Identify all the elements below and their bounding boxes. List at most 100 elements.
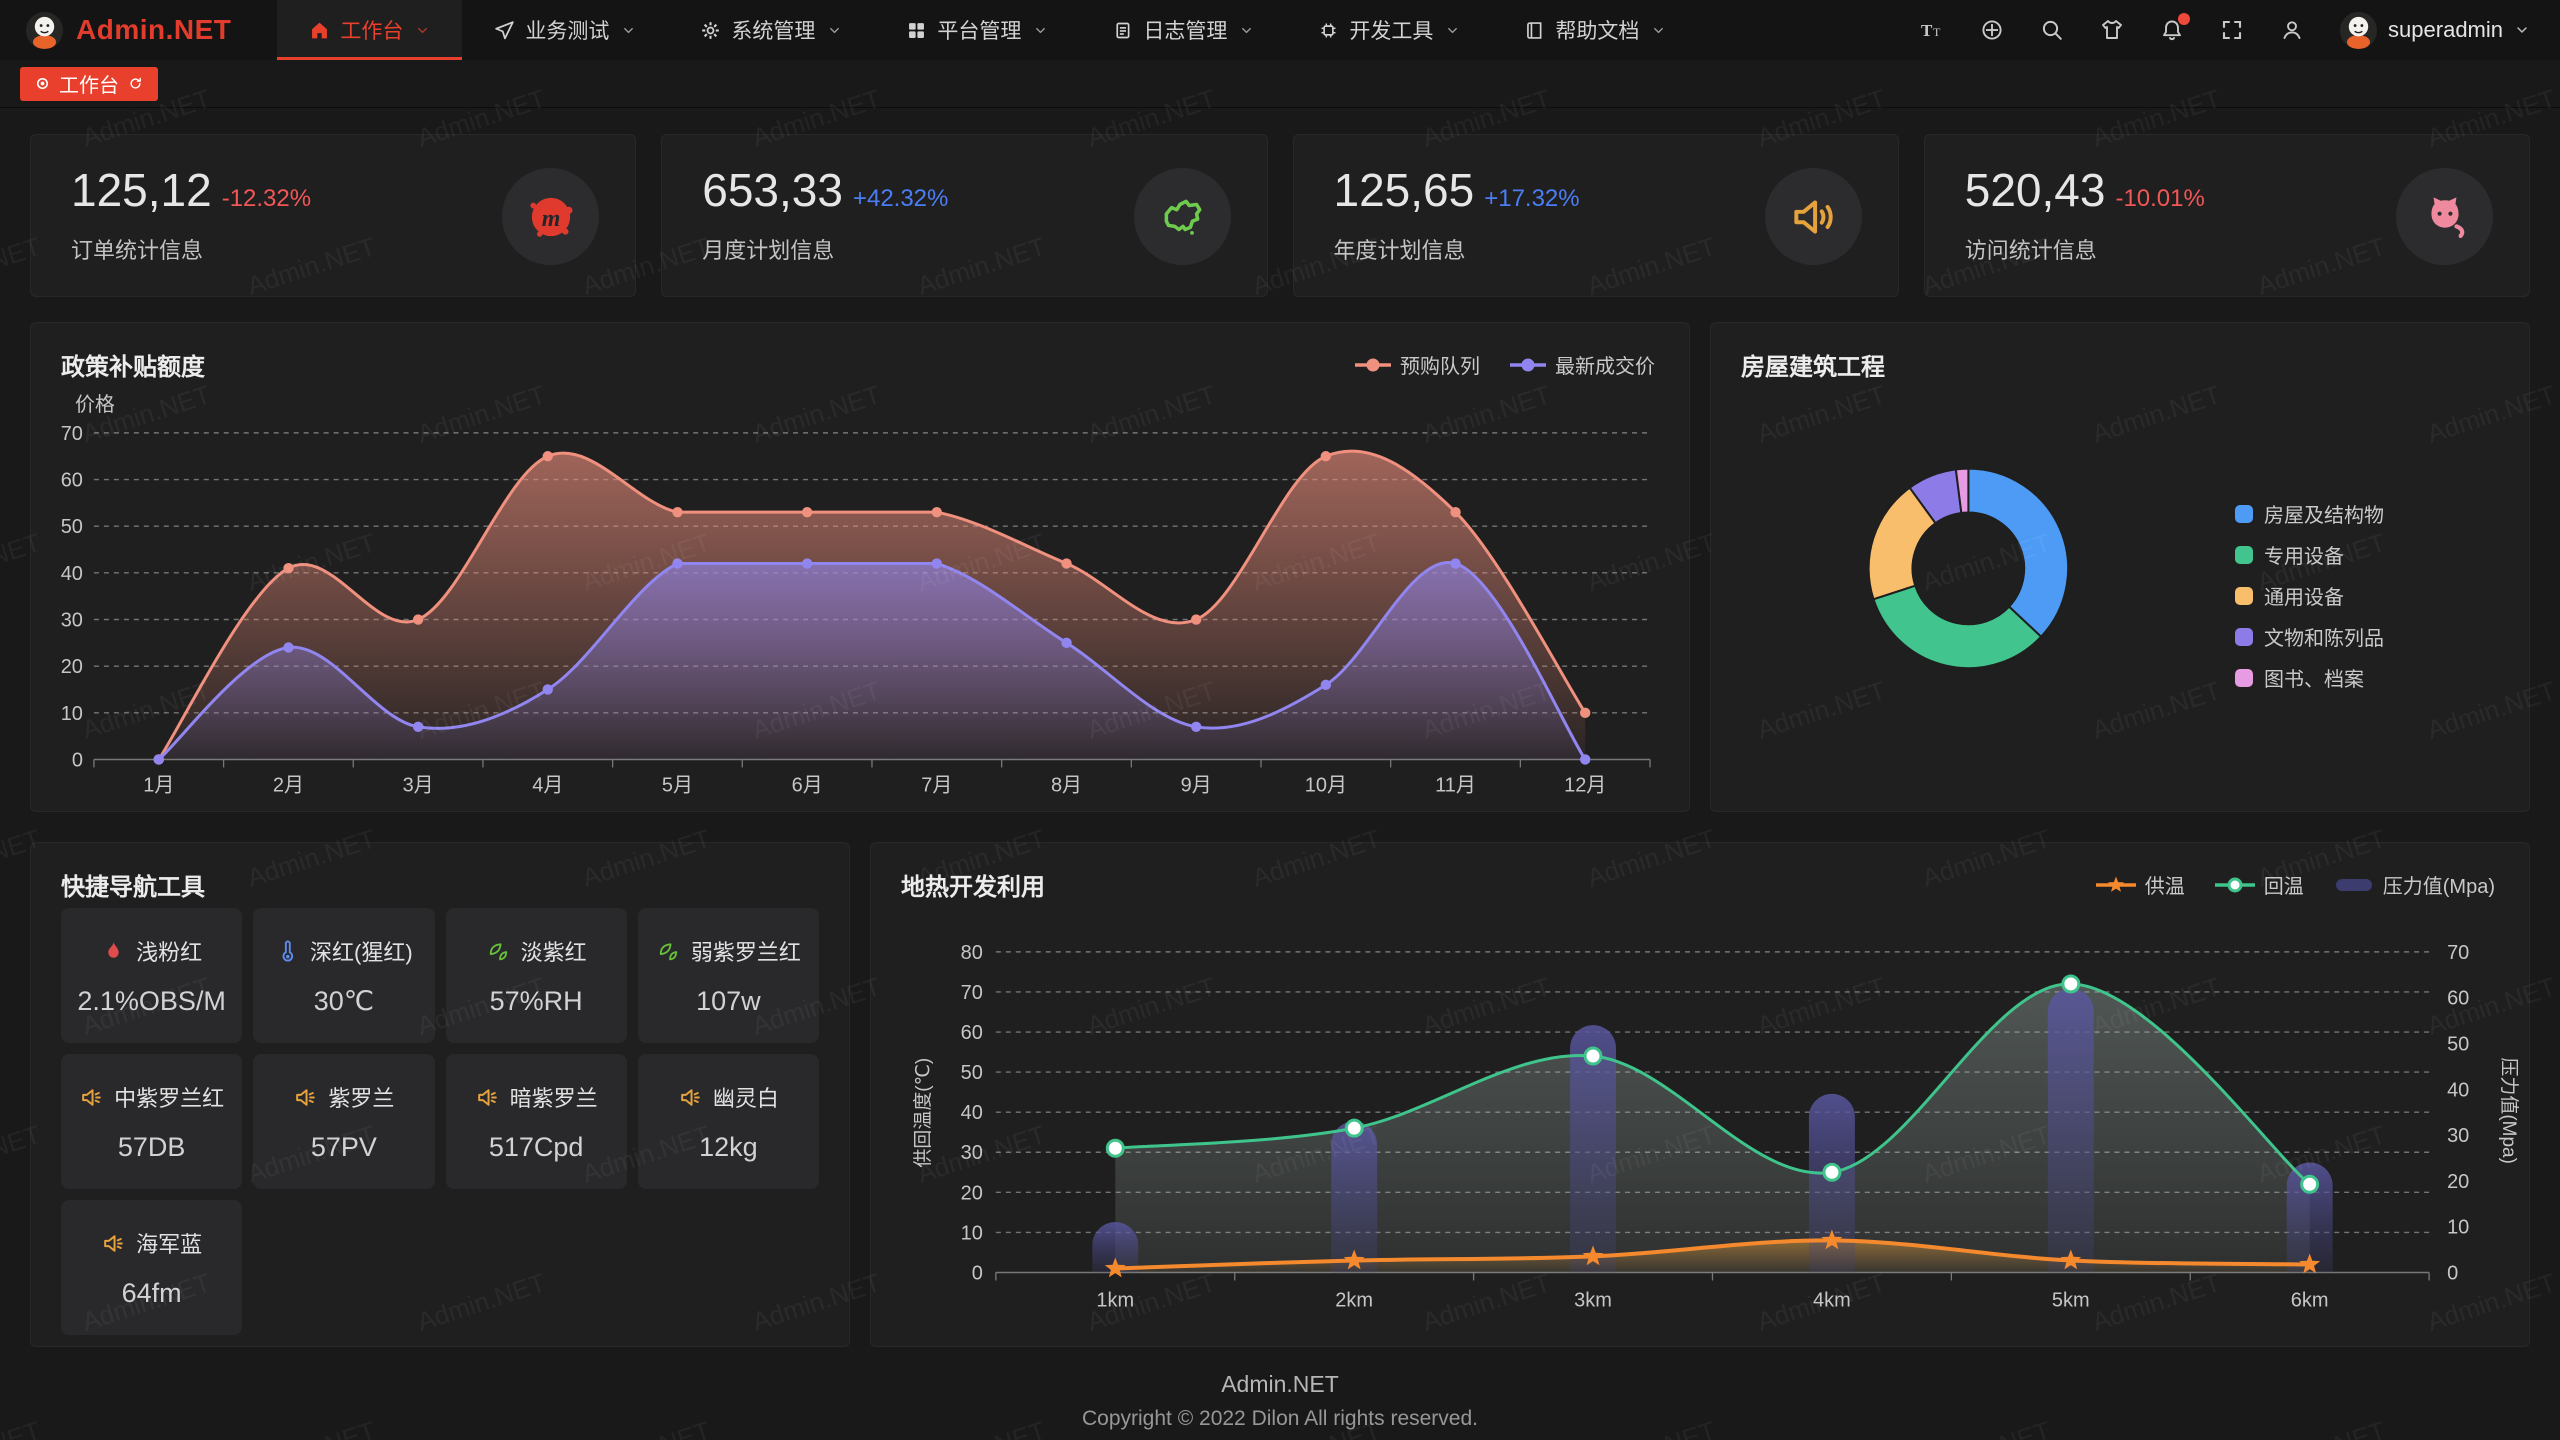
- legend-item-文物和陈列品[interactable]: 文物和陈列品: [2235, 622, 2384, 651]
- logo-avatar-icon: [26, 11, 63, 49]
- home-icon: [312, 22, 328, 38]
- legend-label: 预购队列: [1400, 356, 1480, 378]
- chevron-down-icon: [1242, 27, 1252, 33]
- subsidy-chart-card: 政策补贴额度 预购队列 最新成交价 0 10 20 30 40 50 60 70 1月 2月 3月 4月…: [30, 322, 1690, 812]
- chevron-down-icon: [624, 27, 634, 33]
- quick-nav-item-name: 浅粉红: [136, 939, 203, 965]
- svg-text:0: 0: [2447, 1262, 2458, 1284]
- svg-text:9月: 9月: [1181, 774, 1212, 796]
- language-icon: [1982, 20, 2002, 40]
- stat-cards-row: 125,12 -12.32% 订单统计信息 m 653,33 +42.32% 月度计划信息 1…: [30, 134, 2530, 297]
- quick-nav-item-value: 30℃: [313, 985, 375, 1016]
- stat-delta: +42.32%: [852, 185, 949, 212]
- nav-item-label: 日志管理: [1143, 20, 1228, 43]
- legend-item-专用设备[interactable]: 专用设备: [2235, 540, 2384, 569]
- legend-swatch-icon: [2235, 504, 2253, 523]
- fullscreen-icon: [2222, 20, 2242, 40]
- subsidy-area-chart[interactable]: 0 10 20 30 40 50 60 70 1月 2月 3月 4月 5月 6月 7月 8月 9月 10月 11月 1…: [31, 323, 1689, 812]
- quick-nav-item-1[interactable]: 深红(猩红) 30℃: [253, 908, 435, 1043]
- legend-item-房屋及结构物[interactable]: 房屋及结构物: [2235, 499, 2384, 528]
- nav-item-3[interactable]: 平台管理: [874, 0, 1080, 60]
- stat-card-0: 125,12 -12.32% 订单统计信息 m: [30, 134, 637, 297]
- quick-nav-item-4[interactable]: 中紫罗兰红 57DB: [61, 1054, 243, 1189]
- flame-icon: [108, 941, 119, 958]
- search-icon[interactable]: [2040, 18, 2064, 42]
- fullscreen-icon[interactable]: [2220, 18, 2244, 42]
- quick-nav-title: 快捷导航工具: [61, 874, 205, 901]
- log-icon: [1116, 22, 1130, 38]
- svg-text:10: 10: [961, 1222, 983, 1244]
- stat-delta: +17.32%: [1484, 185, 1580, 212]
- stat-icon-wrap: [1764, 168, 1862, 265]
- svg-text:60: 60: [961, 1022, 983, 1044]
- svg-text:0: 0: [972, 1262, 983, 1284]
- stat-value: 653,33: [702, 164, 843, 216]
- svg-text:70: 70: [2447, 942, 2469, 964]
- svg-text:10: 10: [61, 703, 83, 725]
- language-icon[interactable]: [1980, 18, 2004, 42]
- quick-nav-item-7[interactable]: 幽灵白 12kg: [637, 1054, 819, 1189]
- quick-nav-item-8[interactable]: 海军蓝 64fm: [61, 1200, 243, 1335]
- quick-nav-item-name: 弱紫罗兰红: [690, 939, 801, 965]
- svg-text:T: T: [1933, 25, 1941, 39]
- nav-item-label: 平台管理: [937, 20, 1022, 43]
- legend-item-回温[interactable]: 回温: [2214, 870, 2304, 899]
- stat-card-2: 125,65 +17.32% 年度计划信息: [1292, 134, 1899, 297]
- quick-nav-item-0[interactable]: 浅粉红 2.1%OBS/M: [61, 908, 243, 1043]
- svg-text:60: 60: [2447, 988, 2469, 1010]
- nav-item-label: 业务测试: [525, 20, 610, 43]
- tab-workbench[interactable]: 工作台: [20, 66, 158, 101]
- svg-text:70: 70: [961, 982, 983, 1004]
- nav-item-1[interactable]: 业务测试: [462, 0, 668, 60]
- legend-item-预购队列[interactable]: 预购队列: [1355, 350, 1480, 379]
- nav-item-2[interactable]: 系统管理: [668, 0, 874, 60]
- legend-item-通用设备[interactable]: 通用设备: [2235, 581, 2384, 610]
- user-icon: [2283, 21, 2301, 39]
- bell-icon[interactable]: [2160, 13, 2191, 42]
- legend-item-最新成交价[interactable]: 最新成交价: [1510, 350, 1655, 379]
- page-footer: Admin.NET Copyright © 2022 Dilon All rig…: [30, 1371, 2530, 1431]
- china-map-icon: [1164, 199, 1202, 235]
- nav-item-0[interactable]: 工作台: [277, 0, 463, 60]
- stat-value: 125,12: [71, 164, 212, 216]
- stat-label: 月度计划信息: [702, 238, 835, 263]
- geothermal-mixed-chart[interactable]: 0 10 20 30 40 50 60 70 80 0 10 20 30 40 50 60 70 1km 2km 3k…: [871, 843, 2529, 1347]
- stat-delta: -10.01%: [2115, 185, 2205, 212]
- svg-text:8月: 8月: [1051, 774, 1082, 796]
- svg-text:70: 70: [61, 423, 83, 445]
- app-logo[interactable]: Admin.NET: [0, 0, 277, 60]
- chevron-down-icon: [2517, 27, 2527, 33]
- quick-nav-item-6[interactable]: 暗紫罗兰 517Cpd: [445, 1054, 627, 1189]
- quick-nav-item-name: 暗紫罗兰: [509, 1085, 598, 1111]
- quick-nav-item-3[interactable]: 弱紫罗兰红 107w: [637, 908, 819, 1043]
- search-icon: [2042, 20, 2062, 40]
- quick-nav-item-name: 紫罗兰: [328, 1085, 395, 1111]
- stat-delta: -12.32%: [221, 185, 312, 212]
- user-icon[interactable]: [2280, 18, 2304, 42]
- legend-item-供温[interactable]: 供温: [2095, 870, 2185, 899]
- legend-item-图书、档案[interactable]: 图书、档案: [2235, 663, 2384, 692]
- nav-item-6[interactable]: 帮助文档: [1492, 0, 1698, 60]
- quick-nav-item-5[interactable]: 紫罗兰 57PV: [253, 1054, 435, 1189]
- chevron-down-icon: [1036, 27, 1046, 33]
- quick-nav-item-value: 57DB: [117, 1131, 186, 1162]
- quick-nav-item-2[interactable]: 淡紫红 57%RH: [445, 908, 627, 1043]
- user-menu[interactable]: superadmin: [2340, 11, 2530, 49]
- housing-donut-chart[interactable]: [1711, 323, 2529, 812]
- theme-icon[interactable]: [2100, 18, 2124, 42]
- nav-item-4[interactable]: 日志管理: [1080, 0, 1286, 60]
- refresh-icon[interactable]: [128, 72, 143, 95]
- svg-text:30: 30: [2447, 1125, 2469, 1147]
- thermometer-icon: [282, 940, 294, 962]
- quick-nav-item-value: 12kg: [699, 1131, 758, 1162]
- legend-item-压力值(Mpa)[interactable]: 压力值(Mpa): [2334, 870, 2495, 899]
- svg-text:10月: 10月: [1305, 774, 1347, 796]
- legend-label: 最新成交价: [1555, 356, 1655, 378]
- nav-item-5[interactable]: 开发工具: [1286, 0, 1492, 60]
- svg-text:供回温度(℃): 供回温度(℃): [912, 1058, 934, 1168]
- geothermal-chart-title: 地热开发利用: [901, 874, 1045, 901]
- quick-nav-item-value: 107w: [696, 985, 761, 1016]
